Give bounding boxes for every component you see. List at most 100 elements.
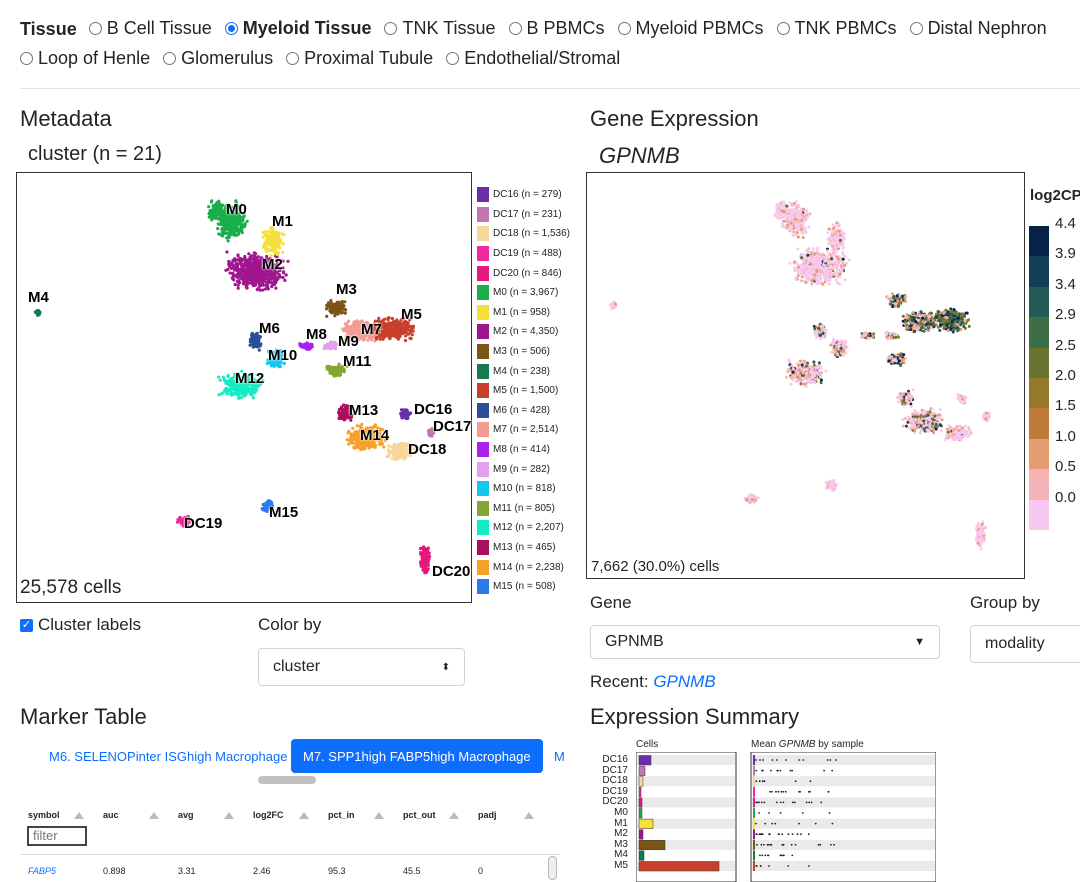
marker-tab-3[interactable]: M [542, 739, 577, 773]
colorbar-tick-label: 2.9 [1055, 306, 1076, 323]
cluster-labels-checkbox[interactable]: ✓ Cluster labels [20, 615, 141, 635]
radio-icon[interactable] [163, 52, 176, 65]
recent-gene-link[interactable]: GPNMB [653, 672, 715, 691]
legend-item-m2: M2 (n = 4,350) [477, 322, 570, 342]
legend-label: DC17 (n = 231) [493, 209, 562, 220]
expression-summary-charts [636, 752, 936, 882]
colorbar-segment [1029, 256, 1049, 286]
mean-label-suffix: by sample [818, 739, 864, 750]
color-by-select[interactable]: cluster ⬍ [258, 648, 465, 686]
legend-swatch [477, 207, 489, 222]
cells-bar-m0 [639, 809, 642, 819]
summary-row-label: M5 [588, 861, 628, 872]
cluster-points-m4 [34, 309, 42, 317]
radio-icon[interactable] [509, 22, 522, 35]
legend-item-m11: M11 (n = 805) [477, 499, 570, 519]
radio-icon[interactable] [777, 22, 790, 35]
cells-bar-dc18 [639, 777, 643, 787]
cluster-points-dc16 [399, 408, 412, 420]
legend-label: M10 (n = 818) [493, 483, 556, 494]
marker-tab-1[interactable]: M6. SELENOPinter ISGhigh Macrophage [37, 739, 299, 773]
tissue-option-b-cell-tissue[interactable]: B Cell Tissue [89, 14, 212, 43]
divider [20, 88, 1080, 89]
legend-item-m6: M6 (n = 428) [477, 401, 570, 421]
colorbar-tick-label: 0.5 [1055, 458, 1076, 475]
legend-swatch [477, 442, 489, 457]
radio-icon[interactable] [446, 52, 459, 65]
tissue-option-endothelial-stromal[interactable]: Endothelial/Stromal [446, 44, 620, 73]
sort-icon[interactable] [149, 812, 159, 819]
gene-select-value: GPNMB [605, 633, 664, 651]
radio-icon[interactable] [910, 22, 923, 35]
gene-cell-count: 7,662 (30.0%) cells [591, 558, 719, 575]
cell-pct-in: 95.3 [328, 866, 346, 876]
tissue-option-glomerulus[interactable]: Glomerulus [163, 44, 273, 73]
sort-icon[interactable] [299, 812, 309, 819]
legend-item-m4: M4 (n = 238) [477, 361, 570, 381]
column-header-log2fc[interactable]: log2FC [253, 810, 284, 820]
mean-row-band [752, 755, 935, 765]
column-header-avg[interactable]: avg [178, 810, 194, 820]
column-header-symbol[interactable]: symbol [28, 810, 60, 820]
legend-swatch [477, 285, 489, 300]
radio-icon[interactable] [20, 52, 33, 65]
cell-log2fc: 2.46 [253, 866, 271, 876]
sort-icon[interactable] [74, 812, 84, 819]
tissue-option-proximal-tubule[interactable]: Proximal Tubule [286, 44, 433, 73]
sort-icon[interactable] [374, 812, 384, 819]
horizontal-scrollbar[interactable] [258, 776, 316, 784]
tissue-option-tnk-tissue[interactable]: TNK Tissue [384, 14, 495, 43]
legend-item-m8: M8 (n = 414) [477, 440, 570, 460]
tissue-option-tnk-pbmcs[interactable]: TNK PBMCs [777, 14, 897, 43]
group-by-select[interactable]: modality [970, 625, 1080, 663]
radio-icon[interactable] [89, 22, 102, 35]
cluster-legend: DC16 (n = 279)DC17 (n = 231)DC18 (n = 1,… [477, 185, 570, 596]
legend-swatch [477, 305, 489, 320]
column-header-pct-in[interactable]: pct_in [328, 810, 355, 820]
legend-label: M1 (n = 958) [493, 307, 550, 318]
marker-tab-2[interactable]: M7. SPP1high FABP5high Macrophage [291, 739, 543, 773]
sort-icon[interactable] [524, 812, 534, 819]
gene-name-title: GPNMB [599, 143, 680, 169]
radio-icon[interactable] [225, 22, 238, 35]
cluster-label-dc20: DC20 [432, 563, 470, 580]
legend-item-m5: M5 (n = 1,500) [477, 381, 570, 401]
gene-select[interactable]: GPNMB ▼ [590, 625, 940, 659]
tissue-option-myeloid-pbmcs[interactable]: Myeloid PBMCs [618, 14, 764, 43]
chevron-down-icon: ▼ [914, 636, 925, 648]
cluster-label-m9: M9 [338, 333, 359, 350]
colorbar-tick-label: 2.5 [1055, 337, 1076, 354]
sort-icon[interactable] [449, 812, 459, 819]
legend-label: M15 (n = 508) [493, 581, 556, 592]
legend-label: M12 (n = 2,207) [493, 522, 564, 533]
cluster-label-m10: M10 [268, 347, 297, 364]
legend-swatch [477, 422, 489, 437]
gene-points [609, 200, 991, 550]
radio-icon[interactable] [618, 22, 631, 35]
tissue-option-distal-nephron[interactable]: Distal Nephron [910, 14, 1047, 43]
color-by-label: Color by [258, 615, 321, 635]
radio-icon[interactable] [384, 22, 397, 35]
tissue-option-label: TNK PBMCs [795, 14, 897, 43]
gene-umap-plot[interactable] [586, 172, 1025, 579]
vertical-scrollbar[interactable] [548, 856, 557, 880]
colorbar-segment [1029, 469, 1049, 499]
legend-item-m10: M10 (n = 818) [477, 479, 570, 499]
legend-item-m9: M9 (n = 282) [477, 459, 570, 479]
radio-icon[interactable] [286, 52, 299, 65]
column-header-auc[interactable]: auc [103, 810, 119, 820]
column-header-pct-out[interactable]: pct_out [403, 810, 436, 820]
legend-label: DC19 (n = 488) [493, 248, 562, 259]
colorbar [1029, 226, 1049, 530]
colorbar-tick-label: 0.0 [1055, 489, 1076, 506]
cell-symbol[interactable]: FABP5 [28, 866, 56, 876]
metadata-umap-plot[interactable] [16, 172, 472, 603]
sort-icon[interactable] [224, 812, 234, 819]
tissue-option-b-pbmcs[interactable]: B PBMCs [509, 14, 605, 43]
column-header-padj[interactable]: padj [478, 810, 497, 820]
cells-bar-dc19 [639, 787, 641, 797]
tissue-option-loop-of-henle[interactable]: Loop of Henle [20, 44, 150, 73]
tissue-option-myeloid-tissue[interactable]: Myeloid Tissue [225, 14, 372, 43]
symbol-filter-input[interactable]: filter [27, 826, 87, 846]
colorbar-tick-label: 2.0 [1055, 367, 1076, 384]
